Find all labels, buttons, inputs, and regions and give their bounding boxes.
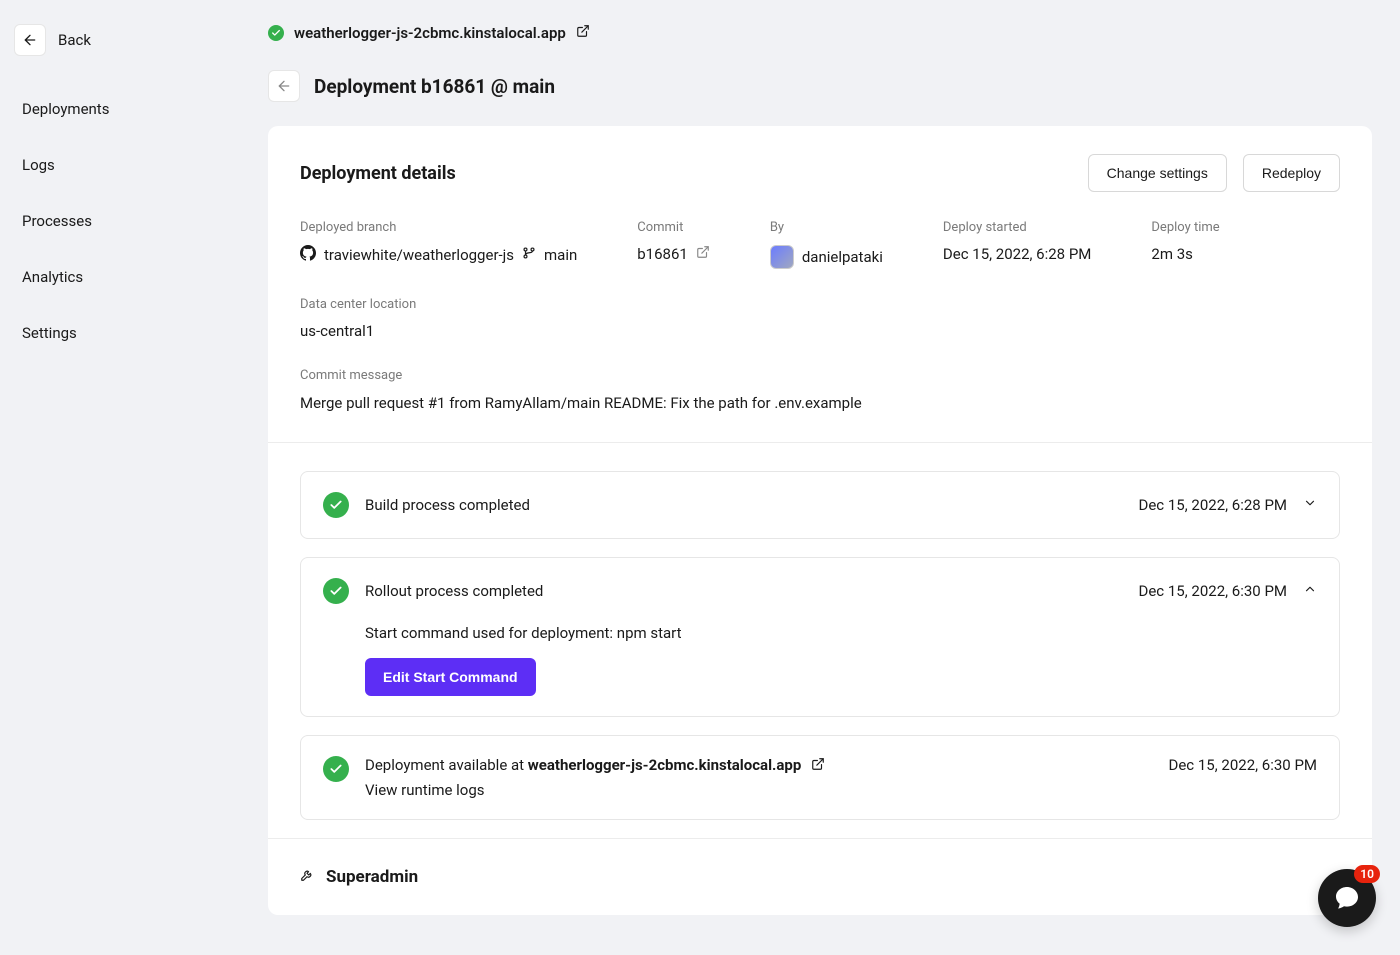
detail-label: By <box>770 220 883 235</box>
superadmin-section: Superadmin <box>300 867 1340 887</box>
check-icon <box>323 756 349 782</box>
sidebar: Back Deployments Logs Processes Analytic… <box>0 0 250 955</box>
commit-message-value: Merge pull request #1 from RamyAllam/mai… <box>300 393 1340 414</box>
branch-name: main <box>544 246 577 264</box>
external-link-icon[interactable] <box>696 245 710 263</box>
page-title: Deployment b16861 @ main <box>314 75 555 98</box>
step-title: Rollout process completed <box>365 582 1123 600</box>
check-icon <box>323 492 349 518</box>
detail-commit-message: Commit message Merge pull request #1 fro… <box>300 368 1340 414</box>
app-url-row[interactable]: weatherlogger-js-2cbmc.kinstalocal.app <box>268 24 1372 42</box>
chat-button[interactable]: 10 <box>1318 869 1376 927</box>
title-row: Deployment b16861 @ main <box>268 70 1372 102</box>
detail-label: Data center location <box>300 297 1340 312</box>
github-icon <box>300 245 316 265</box>
chevron-up-icon[interactable] <box>1303 582 1317 600</box>
detail-deploy-time: Deploy time 2m 3s <box>1151 220 1219 269</box>
wrench-icon <box>300 868 314 886</box>
data-center-value: us-central1 <box>300 322 1340 340</box>
card-title: Deployment details <box>300 163 456 184</box>
avatar <box>770 245 794 269</box>
view-runtime-logs-link[interactable]: View runtime logs <box>365 781 1153 799</box>
status-success-icon <box>268 25 284 41</box>
step-time: Dec 15, 2022, 6:30 PM <box>1139 582 1288 600</box>
chat-icon <box>1333 884 1361 912</box>
detail-label: Commit <box>637 220 710 235</box>
detail-by: By danielpataki <box>770 220 883 269</box>
detail-commit: Commit b16861 <box>637 220 710 269</box>
commit-hash[interactable]: b16861 <box>637 245 688 263</box>
divider <box>268 838 1372 839</box>
sidebar-item-deployments[interactable]: Deployments <box>12 88 238 130</box>
back-row[interactable]: Back <box>12 24 238 56</box>
sidebar-item-settings[interactable]: Settings <box>12 312 238 354</box>
arrow-left-icon <box>276 78 292 94</box>
main-content: weatherlogger-js-2cbmc.kinstalocal.app D… <box>250 0 1400 955</box>
start-command-text: Start command used for deployment: npm s… <box>365 624 1317 642</box>
arrow-left-icon <box>22 32 38 48</box>
deploy-started-value: Dec 15, 2022, 6:28 PM <box>943 245 1092 263</box>
redeploy-button[interactable]: Redeploy <box>1243 154 1340 192</box>
repo-name[interactable]: traviewhite/weatherlogger-js <box>324 246 514 264</box>
sidebar-item-analytics[interactable]: Analytics <box>12 256 238 298</box>
step-time: Dec 15, 2022, 6:30 PM <box>1169 756 1318 774</box>
edit-start-command-button[interactable]: Edit Start Command <box>365 658 536 696</box>
detail-data-center: Data center location us-central1 <box>300 297 1340 340</box>
step-available: Deployment available at weatherlogger-js… <box>300 735 1340 820</box>
change-settings-button[interactable]: Change settings <box>1088 154 1227 192</box>
branch-icon <box>522 246 536 264</box>
step-rollout[interactable]: Rollout process completed Dec 15, 2022, … <box>300 557 1340 717</box>
detail-label: Deploy started <box>943 220 1092 235</box>
superadmin-title: Superadmin <box>326 867 418 887</box>
step-body: Start command used for deployment: npm s… <box>365 624 1317 696</box>
step-build[interactable]: Build process completed Dec 15, 2022, 6:… <box>300 471 1340 539</box>
back-label: Back <box>58 31 91 49</box>
step-time: Dec 15, 2022, 6:28 PM <box>1139 496 1288 514</box>
deployment-available-text: Deployment available at weatherlogger-js… <box>365 756 1153 775</box>
back-button[interactable] <box>14 24 46 56</box>
divider <box>268 442 1372 443</box>
chevron-down-icon[interactable] <box>1303 496 1317 514</box>
title-back-button[interactable] <box>268 70 300 102</box>
external-link-icon[interactable] <box>576 24 590 42</box>
detail-deploy-started: Deploy started Dec 15, 2022, 6:28 PM <box>943 220 1092 269</box>
deployment-url[interactable]: weatherlogger-js-2cbmc.kinstalocal.app <box>528 756 802 774</box>
detail-label: Deploy time <box>1151 220 1219 235</box>
step-title: Build process completed <box>365 496 1123 514</box>
card-actions: Change settings Redeploy <box>1088 154 1340 192</box>
detail-label: Deployed branch <box>300 220 577 235</box>
chat-badge: 10 <box>1354 865 1380 883</box>
by-user: danielpataki <box>802 248 883 266</box>
app-url: weatherlogger-js-2cbmc.kinstalocal.app <box>294 24 566 42</box>
check-icon <box>323 578 349 604</box>
details-grid: Deployed branch traviewhite/weatherlogge… <box>300 220 1340 269</box>
external-link-icon[interactable] <box>811 757 825 775</box>
detail-deployed-branch: Deployed branch traviewhite/weatherlogge… <box>300 220 577 269</box>
detail-label: Commit message <box>300 368 1340 383</box>
sidebar-item-logs[interactable]: Logs <box>12 144 238 186</box>
deployment-details-card: Deployment details Change settings Redep… <box>268 126 1372 915</box>
sidebar-item-processes[interactable]: Processes <box>12 200 238 242</box>
deploy-time-value: 2m 3s <box>1151 245 1219 263</box>
card-header: Deployment details Change settings Redep… <box>300 154 1340 192</box>
